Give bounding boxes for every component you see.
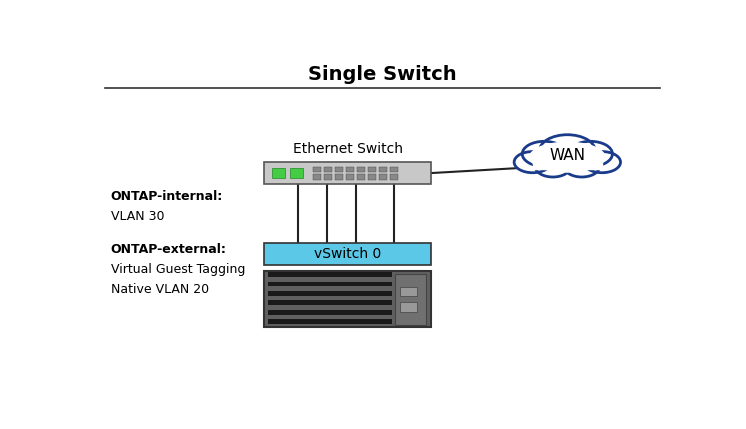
Circle shape: [539, 135, 595, 166]
Text: VLAN 30: VLAN 30: [110, 210, 164, 223]
Bar: [533, 156, 602, 169]
Bar: [346, 167, 354, 172]
Bar: [324, 175, 332, 180]
Text: vSwitch 0: vSwitch 0: [314, 247, 381, 261]
Text: ONTAP-external:: ONTAP-external:: [110, 243, 227, 256]
Bar: [368, 175, 376, 180]
Bar: [264, 243, 431, 265]
Text: WAN: WAN: [549, 148, 586, 163]
Bar: [357, 167, 365, 172]
Text: Native VLAN 20: Native VLAN 20: [110, 283, 209, 296]
Bar: [324, 167, 332, 172]
Text: Ethernet Switch: Ethernet Switch: [292, 142, 403, 156]
Bar: [357, 175, 365, 180]
Bar: [272, 168, 285, 178]
Bar: [346, 175, 354, 180]
Bar: [268, 319, 392, 324]
Bar: [268, 272, 392, 277]
Bar: [313, 167, 321, 172]
Bar: [401, 302, 416, 311]
Ellipse shape: [530, 142, 605, 172]
Circle shape: [522, 141, 566, 166]
Bar: [395, 274, 426, 325]
Bar: [268, 310, 392, 314]
Bar: [264, 162, 431, 184]
Circle shape: [583, 151, 621, 173]
Bar: [368, 167, 376, 172]
Circle shape: [536, 157, 570, 177]
Bar: [268, 300, 392, 305]
Bar: [268, 281, 392, 287]
Bar: [390, 167, 398, 172]
Text: Virtual Guest Tagging: Virtual Guest Tagging: [110, 263, 245, 276]
Circle shape: [568, 141, 612, 166]
Bar: [379, 175, 387, 180]
Bar: [390, 175, 398, 180]
Bar: [313, 175, 321, 180]
Bar: [335, 167, 343, 172]
Bar: [335, 175, 343, 180]
Text: Single Switch: Single Switch: [308, 65, 457, 84]
Text: ONTAP-internal:: ONTAP-internal:: [110, 190, 223, 203]
Bar: [289, 168, 303, 178]
Bar: [401, 287, 416, 296]
Bar: [268, 291, 392, 296]
Circle shape: [514, 151, 551, 173]
Bar: [379, 167, 387, 172]
Circle shape: [565, 157, 599, 177]
Bar: [264, 271, 431, 327]
